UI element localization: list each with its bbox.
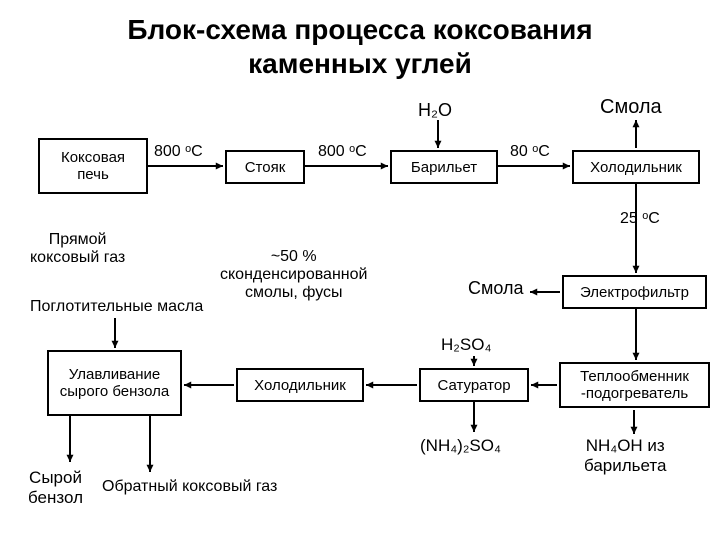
node-elektrofiltr: Электрофильтр: [562, 275, 707, 309]
label-smola-top: Смола: [600, 96, 662, 119]
node-holodilnik2: Холодильник: [236, 368, 364, 402]
label-poglot-masla: Поглотительные масла: [30, 298, 203, 316]
label-smola-mid: Смола: [468, 278, 524, 299]
label-syroi-benzol: Сырой бензол: [28, 468, 83, 508]
label-obratnyi-gaz: Обратный коксовый газ: [102, 478, 277, 496]
label-pryamoy-gaz: Прямой коксовый газ: [30, 231, 125, 267]
label-h2so4: H₂SO₄: [441, 335, 491, 355]
node-teploobmen: Теплообменник -подогреватель: [559, 362, 710, 408]
label-t80: 80 ᵒC: [510, 143, 550, 161]
node-holodilnik1: Холодильник: [572, 150, 700, 184]
label-t25: 25 ᵒC: [620, 210, 660, 228]
node-koks-pech: Коксовая печь: [38, 138, 148, 194]
label-nh4so4: (NH₄)₂SO₄: [420, 436, 501, 456]
node-stoyak: Стояк: [225, 150, 305, 184]
node-saturator: Сатуратор: [419, 368, 529, 402]
title-line-1: Блок-схема процесса коксования: [0, 14, 720, 46]
title-line-2: каменных углей: [0, 48, 720, 80]
node-ulavlivanie: Улавливание сырого бензола: [47, 350, 182, 416]
label-t800-2: 800 ᵒC: [318, 143, 367, 161]
label-nh4oh: NH₄OH из барильета: [584, 436, 666, 476]
label-t800-1: 800 ᵒC: [154, 143, 203, 161]
label-skonden: ~50 % сконденсированной смолы, фусы: [220, 248, 367, 302]
label-h2o: H₂O: [418, 100, 452, 121]
node-barilet: Барильет: [390, 150, 498, 184]
